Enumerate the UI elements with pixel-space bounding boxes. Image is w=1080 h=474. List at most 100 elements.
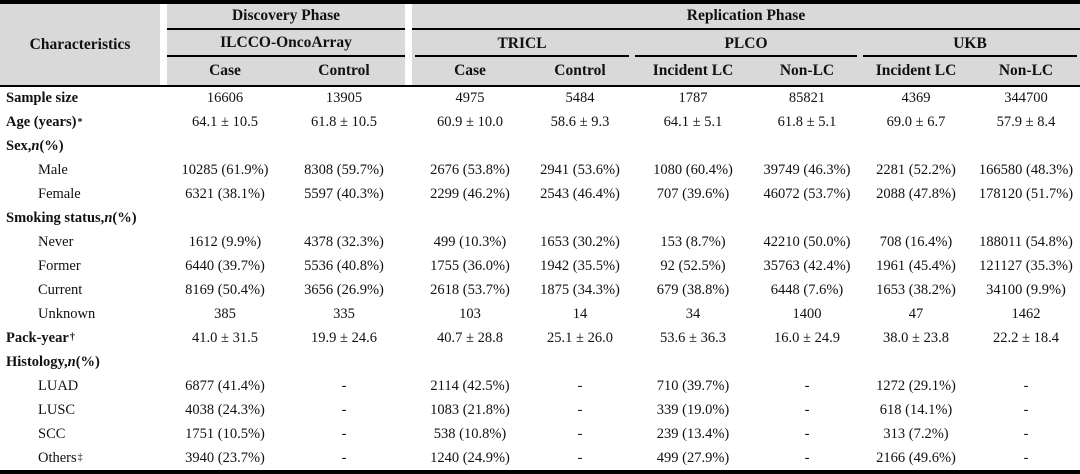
- value-cell: [754, 207, 860, 231]
- row-label: Sample size: [6, 90, 79, 107]
- row-label: Sex, n (%): [6, 138, 64, 155]
- value-cell: 61.8 ± 10.5: [311, 114, 377, 131]
- row-label-italic-n: n: [67, 353, 76, 370]
- value-cell: 40.7 ± 28.8: [437, 329, 503, 346]
- value-cell: 1787: [678, 90, 708, 107]
- value-cell: 64.1 ± 10.5: [192, 114, 258, 131]
- value-cell: 708 (16.4%): [879, 234, 953, 251]
- value-cell: -: [804, 377, 810, 394]
- value-cell: 60.9 ± 10.0: [437, 114, 503, 131]
- value-cell: [972, 207, 1080, 231]
- value-cell: 69.0 ± 6.7: [886, 114, 946, 131]
- value-cell: 6448 (7.6%): [770, 281, 844, 298]
- row-label: Male: [38, 162, 68, 179]
- column-header-incident-lc-plco: Incident LC: [632, 57, 754, 85]
- value-cell: 53.6 ± 36.3: [660, 329, 726, 346]
- row-label: LUSC: [38, 401, 76, 418]
- value-cell: 35763 (42.4%): [763, 258, 851, 275]
- value-cell: -: [577, 401, 583, 418]
- table-header: Characteristics Discovery Phase Replicat…: [0, 4, 1080, 87]
- value-cell: -: [577, 425, 583, 442]
- value-cell: [528, 207, 632, 231]
- value-cell: 707 (39.6%): [656, 186, 730, 203]
- value-cell: [283, 350, 405, 374]
- value-cell: [860, 135, 972, 159]
- value-cell: 2088 (47.8%): [876, 186, 956, 203]
- value-cell: 499 (27.9%): [656, 449, 730, 466]
- value-cell: -: [1023, 425, 1029, 442]
- row-label-italic-n: n: [31, 138, 40, 155]
- value-cell: 3656 (26.9%): [304, 281, 384, 298]
- row-label: Histology, n (%): [6, 353, 100, 370]
- value-cell: 335: [333, 305, 355, 322]
- value-cell: 22.2 ± 18.4: [993, 329, 1059, 346]
- value-cell: -: [1023, 449, 1029, 466]
- value-cell: [632, 350, 754, 374]
- value-cell: 2166 (49.6%): [876, 449, 956, 466]
- value-cell: 679 (38.8%): [656, 281, 730, 298]
- value-cell: 2299 (46.2%): [430, 186, 510, 203]
- value-cell: 47: [908, 305, 924, 322]
- value-cell: 1612 (9.9%): [188, 234, 262, 251]
- value-cell: 5597 (40.3%): [304, 186, 384, 203]
- value-cell: 1961 (45.4%): [876, 258, 956, 275]
- row-label: Pack-year †: [6, 329, 75, 346]
- value-cell: -: [341, 425, 347, 442]
- value-cell: 64.1 ± 5.1: [663, 114, 723, 131]
- value-cell: 4369: [901, 90, 931, 107]
- value-cell: 42210 (50.0%): [763, 234, 851, 251]
- value-cell: 1083 (21.8%): [430, 401, 510, 418]
- column-header-non-lc-ukb: Non-LC: [972, 57, 1080, 85]
- value-cell: 16.0 ± 24.9: [774, 329, 840, 346]
- column-header-control-ilcco: Control: [283, 57, 405, 85]
- value-cell: 166580 (48.3%): [978, 162, 1074, 179]
- value-cell: 2543 (46.4%): [540, 186, 620, 203]
- value-cell: 1400: [792, 305, 822, 322]
- value-cell: -: [804, 425, 810, 442]
- column-header-incident-lc-ukb: Incident LC: [860, 57, 972, 85]
- row-label-italic-n: n: [104, 210, 113, 227]
- row-label: SCC: [38, 425, 66, 442]
- value-cell: [860, 207, 972, 231]
- row-label: Never: [38, 234, 74, 251]
- value-cell: [754, 350, 860, 374]
- value-cell: 1462: [1011, 305, 1041, 322]
- value-cell: 2676 (53.8%): [430, 162, 510, 179]
- value-cell: 57.9 ± 8.4: [996, 114, 1056, 131]
- value-cell: [754, 135, 860, 159]
- value-cell: 344700: [1004, 90, 1048, 107]
- value-cell: 5484: [565, 90, 595, 107]
- value-cell: [412, 207, 528, 231]
- value-cell: [283, 135, 405, 159]
- value-cell: 92 (52.5%): [660, 258, 726, 275]
- value-cell: 2281 (52.2%): [876, 162, 956, 179]
- value-cell: [972, 135, 1080, 159]
- value-cell: 538 (10.8%): [433, 425, 507, 442]
- value-cell: 239 (13.4%): [656, 425, 730, 442]
- value-cell: 8308 (59.7%): [304, 162, 384, 179]
- phase-header-discovery: Discovery Phase: [167, 4, 405, 30]
- value-cell: 25.1 ± 26.0: [547, 329, 613, 346]
- phase-header-replication: Replication Phase: [412, 4, 1080, 30]
- value-cell: 6877 (41.4%): [185, 377, 265, 394]
- value-cell: -: [804, 401, 810, 418]
- value-cell: 1080 (60.4%): [653, 162, 733, 179]
- value-cell: -: [577, 377, 583, 394]
- value-cell: -: [341, 449, 347, 466]
- value-cell: 58.6 ± 9.3: [550, 114, 610, 131]
- value-cell: 385: [214, 305, 236, 322]
- value-cell: 1653 (38.2%): [876, 281, 956, 298]
- value-cell: [632, 135, 754, 159]
- value-cell: [972, 350, 1080, 374]
- value-cell: -: [341, 401, 347, 418]
- row-label: Others ‡: [38, 449, 83, 466]
- cohort-header-ilcco-oncoarray: ILCCO-OncoArray: [167, 30, 405, 57]
- value-cell: 1272 (29.1%): [876, 377, 956, 394]
- column-header-case-tricl: Case: [412, 57, 528, 85]
- value-cell: 38.0 ± 23.8: [883, 329, 949, 346]
- cohort-header-tricl: TRICL: [412, 30, 632, 57]
- value-cell: 5536 (40.8%): [304, 258, 384, 275]
- value-cell: [412, 135, 528, 159]
- value-cell: 13905: [325, 90, 363, 107]
